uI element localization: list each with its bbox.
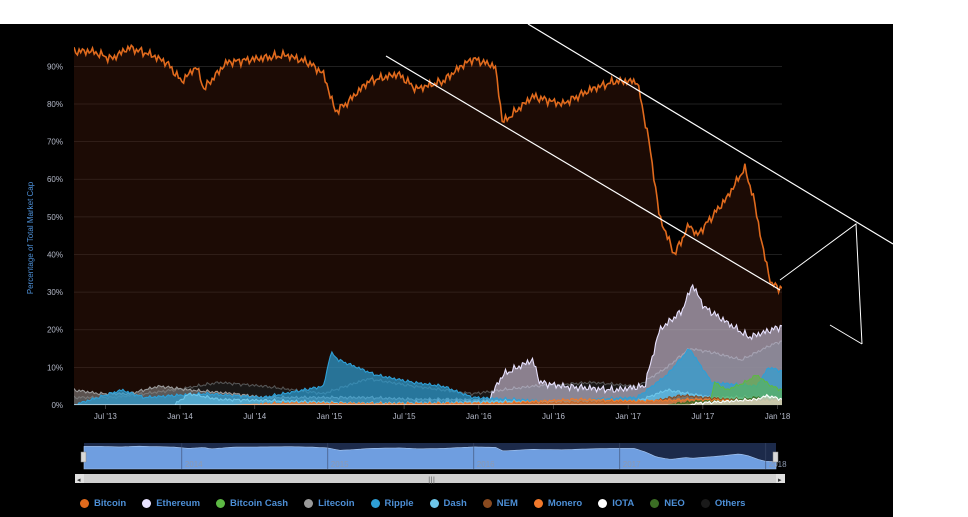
y-tick-label: 10% — [47, 363, 63, 372]
navigator[interactable]: 2014 2015 2016 2017 2018 — [80, 443, 787, 470]
y-tick-label: 50% — [47, 213, 63, 222]
y-tick-label: 20% — [47, 326, 63, 335]
scrollbar-left-button[interactable] — [75, 474, 84, 483]
y-tick-label: 40% — [47, 250, 63, 259]
legend-item-monero[interactable]: Monero — [533, 497, 583, 509]
legend-label: Ethereum — [156, 497, 201, 509]
legend-dot-icon — [650, 498, 660, 508]
projection-tail — [829, 324, 863, 345]
legend-dot-icon — [304, 498, 314, 508]
y-tick-label: 70% — [47, 138, 63, 147]
x-tick-label: Jul '13 — [94, 412, 117, 421]
x-tick-label: Jan '15 — [317, 412, 343, 421]
navigator-handle-right[interactable] — [772, 451, 779, 463]
legend-dot-icon — [533, 498, 543, 508]
y-tick-label: 0% — [51, 401, 63, 410]
legend-label: Bitcoin Cash — [230, 497, 289, 509]
trendline-annotations — [385, 24, 893, 345]
legend-label: Dash — [443, 497, 467, 509]
series-area — [74, 341, 782, 405]
legend-dot-icon — [80, 498, 89, 508]
legend-item-ethereum[interactable]: Ethereum — [142, 498, 200, 509]
navigator-label: 2014 — [185, 460, 203, 469]
legend-label: Litecoin — [318, 497, 355, 509]
legend-label: Bitcoin — [94, 497, 127, 509]
scrollbar-grip: ||| — [428, 476, 435, 484]
navigator-scrollbar[interactable]: ||| ◂ ▸ — [75, 474, 785, 484]
legend-label: Others — [714, 497, 746, 509]
series-line — [74, 397, 782, 405]
y-tick-label: 60% — [47, 175, 63, 184]
y-axis: 0% 10% 20% 30% 40% 50% 60% 70% 80% 90% — [47, 62, 63, 410]
legend-dot-icon — [370, 498, 380, 508]
x-tick-label: Jan '16 — [466, 412, 492, 421]
legend-dot-icon — [598, 498, 608, 508]
scroll-right-arrow-icon: ▸ — [778, 476, 782, 484]
series-bitcoin[interactable] — [74, 43, 782, 405]
y-tick-label: 80% — [47, 100, 63, 109]
legend-item-dash[interactable]: Dash — [429, 497, 467, 509]
legend-label: Ripple — [384, 497, 414, 509]
series-area — [74, 398, 782, 405]
projection-path — [779, 223, 863, 345]
x-tick-label: Jul '14 — [243, 412, 266, 421]
legend-dot-icon — [700, 498, 710, 508]
navigator-label: 2018 — [769, 460, 787, 469]
legend-dot-icon — [142, 498, 152, 508]
x-tick-label: Jan '17 — [615, 412, 641, 421]
legend-item-others[interactable]: Others — [700, 497, 746, 509]
navigator-area — [83, 445, 777, 470]
legend-label: Monero — [547, 497, 583, 509]
legend-item-litecoin[interactable]: Litecoin — [304, 497, 355, 509]
navigator-label: 2016 — [477, 460, 495, 469]
legend: Bitcoin Ethereum Bitcoin Cash Litecoin Rippl… — [80, 496, 761, 510]
x-tick-label: Jul '17 — [691, 412, 714, 421]
legend-label: NEM — [496, 497, 518, 509]
x-tick-label: Jan '14 — [167, 412, 193, 421]
legend-item-ripple[interactable]: Ripple — [370, 497, 414, 509]
series-monero[interactable] — [74, 397, 782, 405]
scrollbar-thumb[interactable] — [84, 474, 776, 483]
legend-item-neo[interactable]: NEO — [650, 498, 685, 509]
scroll-left-arrow-icon: ◂ — [77, 476, 81, 484]
grid-lines — [74, 65, 782, 406]
x-axis: Jul '13 Jan '14 Jul '14 Jan '15 Jul '15 Jan '… — [94, 405, 791, 421]
chart-frame: Jul '13 Jan '14 Jul '14 Jan '15 Jul '15 Jan '… — [0, 24, 893, 517]
scrollbar-right-button[interactable] — [776, 474, 785, 483]
legend-item-nem[interactable]: NEM — [482, 497, 518, 509]
legend-item-bitcoin-cash[interactable]: Bitcoin Cash — [216, 498, 288, 509]
legend-dot-icon — [216, 498, 226, 508]
x-tick-label: Jan '18 — [765, 412, 791, 421]
legend-item-bitcoin[interactable]: Bitcoin — [80, 498, 126, 509]
navigator-handle-left[interactable] — [80, 451, 87, 463]
navigator-label: 2017 — [623, 460, 641, 469]
series-iota[interactable] — [74, 393, 782, 405]
series-areas — [74, 43, 782, 405]
lower-trendline — [385, 55, 781, 291]
series-area — [74, 45, 782, 405]
navigator-labels: 2014 2015 2016 2017 2018 — [181, 443, 787, 469]
legend-item-iota[interactable]: IOTA — [598, 498, 634, 509]
market-dominance-chart: Jul '13 Jan '14 Jul '14 Jan '15 Jul '15 Jan '… — [26, 24, 893, 484]
legend-dot-icon — [429, 498, 439, 508]
x-tick-label: Jul '15 — [393, 412, 416, 421]
legend-label: NEO — [664, 497, 685, 509]
y-tick-label: 30% — [47, 288, 63, 297]
navigator-label: 2015 — [331, 460, 349, 469]
legend-dot-icon — [482, 498, 492, 508]
y-tick-label: 90% — [47, 62, 63, 71]
upper-trendline — [527, 24, 893, 245]
series-line — [74, 43, 782, 296]
legend-label: IOTA — [612, 497, 635, 509]
y-axis-title: Percentage of Total Market Cap — [26, 181, 35, 294]
x-tick-label: Jul '16 — [542, 412, 565, 421]
